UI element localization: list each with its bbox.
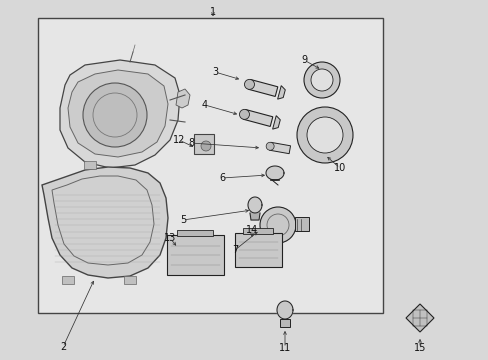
Polygon shape xyxy=(272,116,280,129)
Bar xyxy=(280,319,289,327)
Circle shape xyxy=(304,62,339,98)
Circle shape xyxy=(265,142,274,150)
Text: 15: 15 xyxy=(413,343,426,353)
Polygon shape xyxy=(248,80,277,96)
Text: 12: 12 xyxy=(172,135,185,145)
Text: 3: 3 xyxy=(211,67,218,77)
Circle shape xyxy=(201,141,210,151)
Bar xyxy=(176,230,213,236)
Polygon shape xyxy=(68,70,168,157)
Text: 11: 11 xyxy=(278,343,290,353)
Text: 1: 1 xyxy=(209,7,216,17)
Text: 5: 5 xyxy=(180,215,186,225)
Polygon shape xyxy=(243,109,272,126)
Text: 2: 2 xyxy=(60,342,66,352)
Bar xyxy=(124,276,136,284)
Bar xyxy=(243,228,272,234)
FancyBboxPatch shape xyxy=(166,235,223,275)
Text: 4: 4 xyxy=(202,100,207,110)
Polygon shape xyxy=(265,166,284,180)
Circle shape xyxy=(244,79,254,89)
Polygon shape xyxy=(42,167,168,278)
Polygon shape xyxy=(405,304,433,332)
FancyBboxPatch shape xyxy=(234,233,281,267)
Polygon shape xyxy=(277,86,285,99)
Circle shape xyxy=(239,109,249,120)
Polygon shape xyxy=(60,60,180,168)
Text: 6: 6 xyxy=(219,173,224,183)
Bar xyxy=(62,276,74,284)
Text: 8: 8 xyxy=(187,138,194,148)
Bar xyxy=(38,18,382,313)
Bar xyxy=(294,217,308,231)
Text: 10: 10 xyxy=(333,163,346,173)
Polygon shape xyxy=(176,89,190,108)
Polygon shape xyxy=(277,301,292,319)
Polygon shape xyxy=(269,142,290,154)
Circle shape xyxy=(260,207,295,243)
Circle shape xyxy=(83,83,147,147)
Text: 9: 9 xyxy=(300,55,306,65)
Circle shape xyxy=(310,69,332,91)
Text: 14: 14 xyxy=(245,225,258,235)
Text: 13: 13 xyxy=(163,233,176,243)
Polygon shape xyxy=(247,197,262,213)
Circle shape xyxy=(306,117,342,153)
Circle shape xyxy=(296,107,352,163)
Polygon shape xyxy=(249,213,260,220)
FancyBboxPatch shape xyxy=(194,134,214,154)
Bar xyxy=(84,161,96,169)
Text: 7: 7 xyxy=(231,245,238,255)
